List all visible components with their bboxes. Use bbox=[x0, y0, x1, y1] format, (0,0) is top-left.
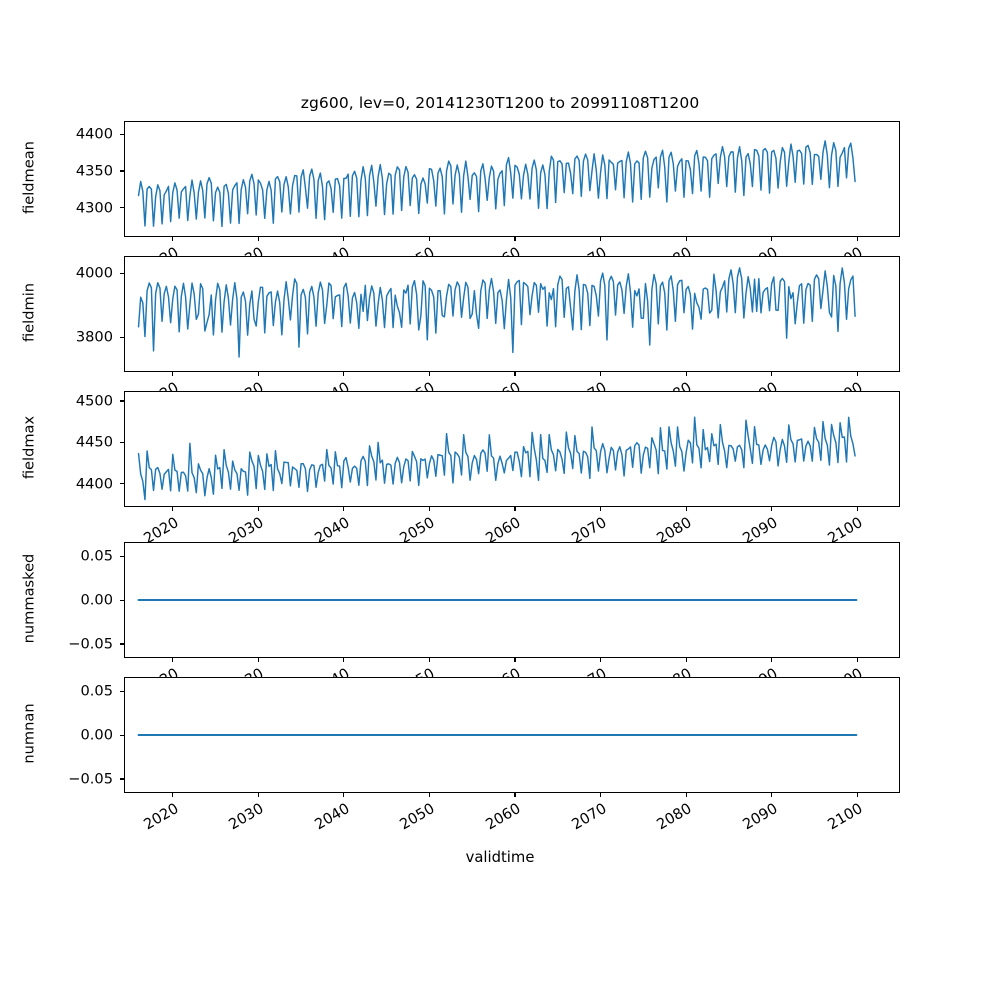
x-tick-mark bbox=[514, 793, 516, 797]
x-tick-mark bbox=[257, 793, 259, 797]
y-tick-label-fieldmean-0: 4300 bbox=[75, 199, 113, 217]
y-tick-label-fieldmax-0: 4400 bbox=[75, 475, 113, 493]
x-tick-mark bbox=[428, 658, 431, 662]
x-tick-mark bbox=[257, 237, 259, 241]
y-tick-label-numnan-1: 0.00 bbox=[80, 726, 114, 744]
y-tick-label-fieldmax-1: 4450 bbox=[75, 433, 113, 451]
subplot-numnan bbox=[124, 677, 900, 793]
x-tick-mark bbox=[685, 237, 687, 241]
x-tick-mark bbox=[771, 507, 773, 511]
y-axis-label-fieldmean: fieldmean bbox=[20, 141, 38, 214]
x-tick-mark bbox=[600, 237, 602, 241]
y-tick-mark bbox=[120, 133, 124, 135]
y-tick-mark bbox=[120, 170, 124, 172]
subplot-fieldmin bbox=[124, 256, 900, 372]
x-tick-mark bbox=[856, 372, 858, 376]
x-tick-mark bbox=[514, 658, 516, 662]
x-tick-label-2100-p4: 2100 bbox=[825, 800, 866, 834]
x-tick-mark bbox=[257, 507, 259, 511]
x-tick-label-2090-p4: 2090 bbox=[739, 800, 781, 834]
x-tick-mark bbox=[514, 237, 516, 241]
subplot-fieldmax bbox=[124, 391, 900, 507]
x-tick-label-2020-p4: 2020 bbox=[140, 800, 182, 834]
y-tick-mark bbox=[120, 400, 124, 402]
x-tick-mark bbox=[428, 372, 431, 376]
y-tick-mark bbox=[120, 734, 124, 736]
x-tick-mark bbox=[771, 372, 773, 376]
y-tick-label-numnan-0: 0.05 bbox=[80, 682, 114, 700]
x-tick-mark bbox=[856, 658, 858, 662]
x-tick-mark bbox=[600, 507, 602, 511]
y-tick-mark bbox=[120, 643, 124, 645]
y-axis-label-nummasked: nummasked bbox=[20, 553, 38, 644]
y-tick-mark bbox=[120, 555, 124, 557]
y-tick-label-nummasked-2: −0.05 bbox=[68, 635, 113, 653]
x-tick-mark bbox=[428, 237, 431, 241]
x-tick-label-2040-p4: 2040 bbox=[311, 800, 353, 834]
x-tick-mark bbox=[343, 658, 345, 662]
y-tick-mark bbox=[120, 207, 124, 209]
y-axis-label-fieldmax: fieldmax bbox=[20, 415, 38, 480]
y-tick-mark bbox=[120, 441, 124, 443]
x-tick-label-2070-p4: 2070 bbox=[568, 800, 610, 834]
x-tick-mark bbox=[685, 793, 687, 797]
x-tick-mark bbox=[600, 372, 602, 376]
y-tick-label-fieldmean-2: 4400 bbox=[75, 125, 113, 143]
x-tick-mark bbox=[257, 658, 259, 662]
subplot-fieldmean bbox=[124, 121, 900, 237]
x-tick-mark bbox=[514, 507, 516, 511]
y-tick-label-fieldmean-1: 4350 bbox=[75, 162, 113, 180]
x-tick-mark bbox=[343, 237, 345, 241]
y-tick-mark bbox=[120, 272, 124, 275]
x-tick-mark bbox=[685, 507, 687, 511]
figure-title: zg600, lev=0, 20141230T1200 to 20991108T… bbox=[300, 94, 700, 112]
x-axis-label: validtime bbox=[465, 849, 535, 866]
x-tick-mark bbox=[172, 793, 174, 797]
y-tick-mark bbox=[120, 483, 124, 485]
y-tick-label-fieldmin-1: 4000 bbox=[75, 264, 113, 282]
y-tick-mark bbox=[120, 336, 124, 338]
x-tick-mark bbox=[600, 793, 602, 797]
x-tick-mark bbox=[771, 237, 773, 241]
x-tick-mark bbox=[856, 237, 858, 241]
y-tick-mark bbox=[120, 599, 124, 601]
y-tick-label-nummasked-0: 0.05 bbox=[80, 547, 114, 565]
x-tick-mark bbox=[600, 658, 602, 662]
y-axis-label-fieldmin: fieldmin bbox=[20, 283, 38, 343]
x-tick-mark bbox=[856, 793, 858, 797]
y-tick-mark bbox=[120, 778, 124, 780]
y-tick-label-fieldmin-0: 3800 bbox=[75, 328, 113, 346]
x-tick-mark bbox=[172, 372, 174, 376]
x-tick-mark bbox=[172, 507, 174, 511]
y-tick-label-numnan-2: −0.05 bbox=[68, 770, 113, 788]
x-tick-mark bbox=[428, 507, 431, 511]
x-tick-mark bbox=[343, 507, 345, 511]
x-tick-mark bbox=[172, 658, 174, 662]
x-tick-mark bbox=[685, 372, 687, 376]
y-tick-mark bbox=[120, 690, 124, 692]
x-tick-mark bbox=[856, 507, 858, 511]
x-tick-label-2050-p4: 2050 bbox=[397, 800, 438, 834]
x-tick-mark bbox=[685, 658, 687, 662]
x-tick-mark bbox=[771, 793, 773, 797]
y-tick-label-nummasked-1: 0.00 bbox=[80, 591, 114, 609]
x-tick-mark bbox=[343, 793, 345, 797]
x-tick-mark bbox=[343, 372, 345, 376]
x-tick-mark bbox=[514, 372, 516, 376]
x-tick-mark bbox=[771, 658, 773, 662]
y-axis-label-numnan: numnan bbox=[20, 703, 38, 764]
x-tick-mark bbox=[428, 793, 431, 797]
x-tick-label-2060-p4: 2060 bbox=[482, 800, 524, 834]
x-tick-label-2030-p4: 2030 bbox=[226, 800, 267, 834]
x-tick-label-2080-p4: 2080 bbox=[653, 800, 695, 834]
x-tick-mark bbox=[172, 237, 174, 241]
subplot-nummasked bbox=[124, 542, 900, 658]
x-tick-mark bbox=[257, 372, 259, 376]
y-tick-label-fieldmax-2: 4500 bbox=[75, 392, 113, 410]
